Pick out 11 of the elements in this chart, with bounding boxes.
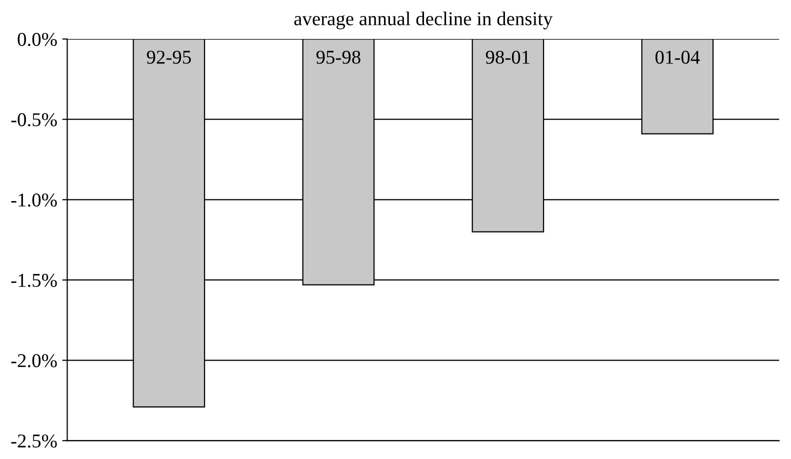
x-tick-label: 95-98 — [316, 50, 360, 64]
y-tick-label: -0.5% — [11, 113, 57, 126]
x-tick-label: 92-95 — [146, 50, 191, 64]
chart-title: average annual decline in density — [294, 12, 553, 30]
y-tick-label: -1.0% — [11, 193, 57, 207]
y-tick-label: -2.0% — [11, 354, 57, 368]
y-tick-label: 0.0% — [18, 32, 57, 46]
x-tick-label: 98-01 — [486, 50, 530, 64]
x-tick-label: 01-04 — [655, 50, 700, 64]
y-tick-label: -2.5% — [11, 434, 57, 448]
y-tick-label: -1.5% — [11, 274, 57, 288]
